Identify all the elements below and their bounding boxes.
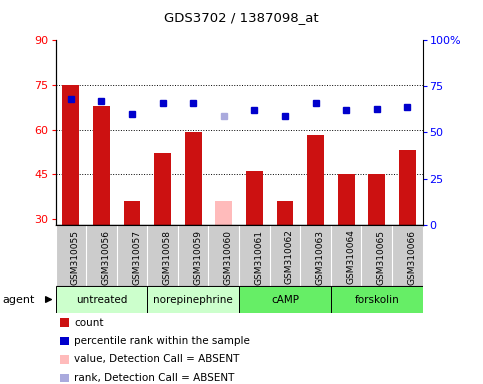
Text: GSM310055: GSM310055 — [71, 230, 80, 285]
Bar — [147, 286, 239, 313]
Bar — [246, 171, 263, 225]
Text: GSM310064: GSM310064 — [346, 230, 355, 285]
Bar — [307, 136, 324, 225]
Bar — [331, 286, 423, 313]
Bar — [185, 132, 201, 225]
Text: GSM310065: GSM310065 — [377, 230, 386, 285]
Text: GSM310066: GSM310066 — [407, 230, 416, 285]
Text: count: count — [74, 318, 103, 328]
Bar — [215, 201, 232, 225]
Bar — [338, 174, 355, 225]
Text: GSM310059: GSM310059 — [193, 230, 202, 285]
Bar — [399, 150, 416, 225]
Text: GSM310062: GSM310062 — [285, 230, 294, 285]
Bar — [239, 286, 331, 313]
Bar — [124, 201, 141, 225]
Text: agent: agent — [2, 295, 35, 305]
Bar — [56, 286, 147, 313]
Text: GSM310060: GSM310060 — [224, 230, 233, 285]
Text: GSM310063: GSM310063 — [315, 230, 325, 285]
Bar — [277, 201, 293, 225]
Text: GDS3702 / 1387098_at: GDS3702 / 1387098_at — [164, 12, 319, 25]
Text: rank, Detection Call = ABSENT: rank, Detection Call = ABSENT — [74, 373, 234, 383]
Bar — [62, 85, 79, 225]
Text: cAMP: cAMP — [271, 295, 299, 305]
Text: norepinephrine: norepinephrine — [153, 295, 233, 305]
Text: value, Detection Call = ABSENT: value, Detection Call = ABSENT — [74, 354, 239, 364]
Text: GSM310056: GSM310056 — [101, 230, 111, 285]
Text: forskolin: forskolin — [355, 295, 399, 305]
Text: percentile rank within the sample: percentile rank within the sample — [74, 336, 250, 346]
Text: GSM310058: GSM310058 — [163, 230, 171, 285]
Text: untreated: untreated — [76, 295, 127, 305]
Bar — [93, 106, 110, 225]
Text: GSM310061: GSM310061 — [255, 230, 263, 285]
Bar — [369, 174, 385, 225]
Bar — [154, 153, 171, 225]
Text: GSM310057: GSM310057 — [132, 230, 141, 285]
